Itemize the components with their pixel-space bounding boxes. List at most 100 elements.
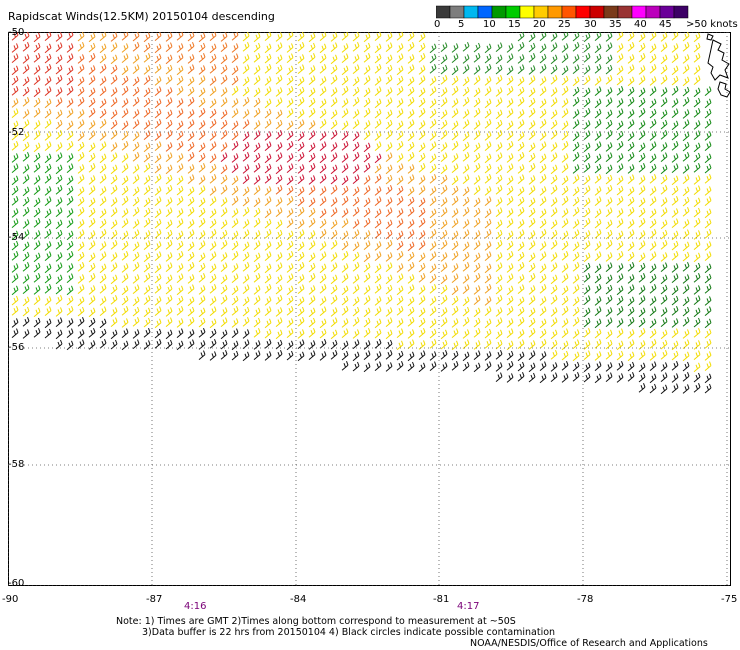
wind-barb: [671, 163, 679, 173]
wind-barb: [616, 318, 624, 328]
wind-barb: [429, 53, 437, 64]
wind-barb: [473, 75, 481, 85]
wind-barb: [495, 97, 503, 107]
wind-barb: [660, 219, 668, 230]
wind-barb: [484, 64, 492, 74]
wind-barb: [539, 251, 547, 261]
wind-barb: [451, 318, 459, 328]
wind-barb: [682, 361, 690, 372]
wind-barb: [242, 174, 250, 184]
wind-barb: [297, 54, 305, 64]
wind-barb: [352, 164, 360, 174]
wind-barb: [616, 153, 624, 163]
wind-barb: [110, 164, 118, 175]
wind-barb: [308, 142, 316, 153]
wind-barb: [671, 251, 679, 261]
wind-barb: [385, 130, 393, 140]
wind-barb: [561, 141, 569, 151]
wind-barb: [231, 350, 239, 361]
wind-barb: [11, 98, 19, 108]
wind-barb: [363, 252, 371, 263]
wind-barb: [231, 318, 239, 328]
wind-barb: [627, 54, 635, 64]
wind-barb: [418, 163, 426, 173]
wind-barb: [11, 263, 19, 273]
wind-barb: [132, 251, 140, 262]
wind-barb: [297, 32, 305, 42]
wind-barb: [22, 64, 30, 74]
wind-barb: [506, 306, 514, 316]
wind-barb: [561, 65, 569, 76]
wind-barb: [88, 295, 96, 305]
wind-barb: [440, 75, 448, 85]
wind-barb: [495, 274, 503, 285]
wind-barb: [572, 186, 580, 197]
wind-barb: [583, 362, 591, 373]
wind-barb: [88, 218, 96, 228]
wind-barb: [352, 32, 360, 42]
wind-barb: [264, 306, 272, 316]
wind-barb: [110, 109, 118, 120]
wind-barb: [176, 98, 184, 108]
wind-barb: [440, 252, 448, 262]
wind-barb: [286, 350, 294, 361]
wind-barb: [264, 241, 272, 251]
wind-barb: [693, 340, 701, 350]
wind-barb: [165, 240, 173, 250]
wind-barb: [649, 361, 657, 371]
wind-barb: [473, 307, 481, 318]
wind-barb: [506, 295, 514, 306]
wind-barb: [671, 230, 679, 241]
wind-barb: [528, 120, 536, 130]
wind-barb: [308, 53, 316, 63]
wind-barb: [583, 328, 591, 338]
wind-barb: [88, 252, 96, 263]
wind-barb: [517, 296, 525, 307]
wind-barb: [407, 164, 415, 174]
wind-barb: [374, 108, 382, 119]
wind-barb: [649, 284, 657, 294]
wind-barb: [418, 207, 426, 218]
wind-barb: [561, 285, 569, 296]
wind-barb: [660, 142, 668, 152]
wind-barb: [77, 274, 85, 284]
wind-barb: [341, 361, 349, 371]
wind-barb: [99, 86, 107, 96]
wind-barb: [638, 383, 646, 393]
wind-barb: [176, 285, 184, 296]
wind-barb: [297, 284, 305, 294]
wind-barb: [77, 109, 85, 119]
wind-barb: [627, 372, 635, 382]
wind-barb: [682, 317, 690, 327]
wind-barb: [660, 307, 668, 317]
wind-barb: [484, 351, 492, 361]
wind-barb: [649, 263, 657, 274]
wind-barb: [319, 229, 327, 239]
wind-barb: [473, 197, 481, 208]
wind-barb: [110, 295, 118, 305]
wind-barb: [627, 152, 635, 162]
wind-barb: [583, 295, 591, 305]
wind-barb: [253, 328, 261, 338]
wind-barb: [154, 263, 162, 274]
wind-barb: [110, 240, 118, 250]
wind-barb: [671, 185, 679, 196]
wind-barb: [143, 295, 151, 305]
wind-barb: [561, 218, 569, 228]
wind-barb: [231, 263, 239, 273]
wind-barb: [561, 373, 569, 383]
wind-barb: [693, 175, 701, 185]
wind-barb: [671, 373, 679, 383]
wind-barb: [627, 131, 635, 142]
wind-barb: [495, 119, 503, 130]
wind-barb: [242, 186, 250, 197]
wind-barb: [638, 362, 646, 373]
wind-barb: [528, 230, 536, 240]
wind-barb: [550, 164, 558, 175]
wind-barb: [55, 152, 63, 162]
wind-barb: [66, 108, 74, 118]
wind-barb: [550, 119, 558, 130]
wind-barb: [22, 152, 30, 162]
wind-barb: [176, 53, 184, 63]
wind-barb: [187, 219, 195, 229]
